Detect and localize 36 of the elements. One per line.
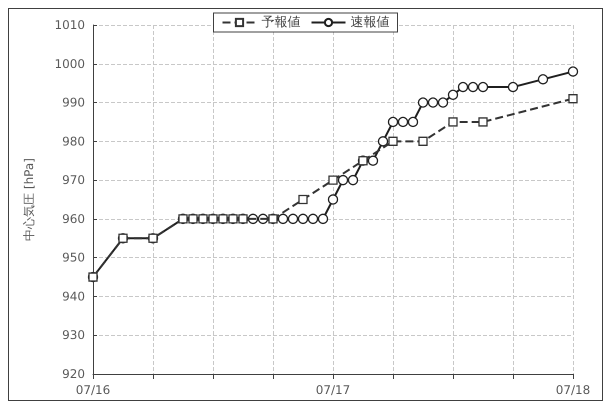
y-tick-label: 920	[62, 367, 85, 381]
y-tick-label: 930	[62, 328, 85, 342]
y-tick-label: 980	[62, 134, 85, 148]
point	[298, 214, 308, 224]
point	[318, 214, 328, 224]
point	[458, 82, 468, 92]
y-tick-label: 950	[62, 250, 85, 265]
legend-label: 予報値	[262, 15, 300, 30]
point	[338, 174, 348, 186]
point	[278, 214, 288, 224]
point	[308, 214, 318, 224]
point	[438, 97, 448, 108]
point	[418, 97, 428, 108]
legend-label: 速報値	[350, 15, 390, 30]
point	[448, 90, 458, 100]
point	[368, 156, 378, 166]
y-axis-title: 中心気圧 [hPa]	[22, 158, 36, 241]
point	[398, 116, 408, 128]
point	[468, 82, 478, 92]
point	[478, 82, 488, 92]
point	[378, 136, 388, 146]
point	[408, 116, 418, 128]
y-tick-label: 990	[62, 96, 85, 110]
y-tick-label: 940	[62, 289, 85, 304]
x-tick-label: 07/18	[556, 383, 590, 397]
x-tick-label: 07/17	[316, 383, 350, 397]
x-tick-label: 07/16	[76, 383, 110, 397]
point	[348, 174, 358, 186]
point	[288, 214, 298, 224]
point	[388, 116, 398, 128]
y-tick-label: 960	[62, 212, 85, 226]
y-tick-label: 970	[62, 173, 85, 188]
y-tick-label: 1000	[54, 56, 85, 71]
point	[428, 97, 438, 108]
y-tick-label: 1010	[54, 18, 85, 32]
point	[328, 194, 338, 205]
